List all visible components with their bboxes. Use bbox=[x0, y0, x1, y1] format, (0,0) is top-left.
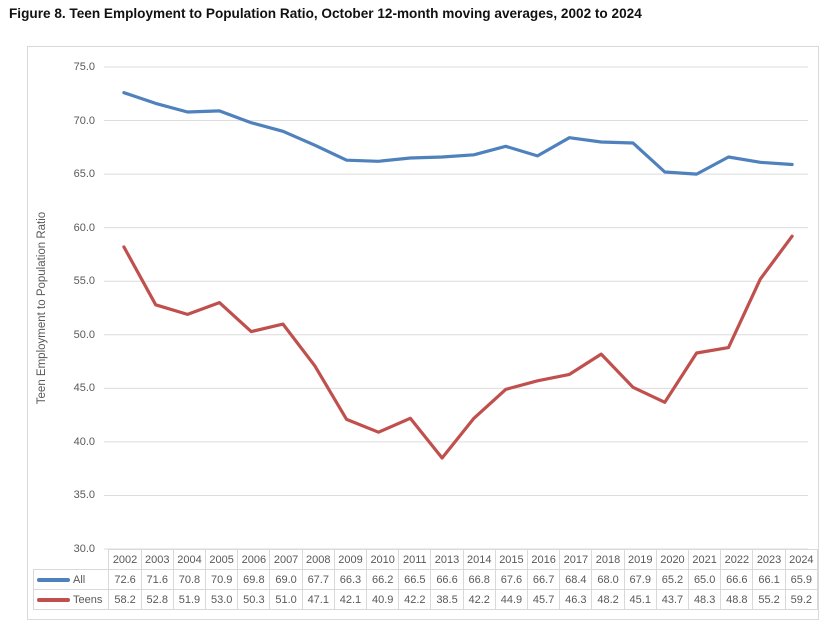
value-cell: 67.6 bbox=[494, 569, 529, 590]
year-header-cell: 2009 bbox=[333, 549, 368, 570]
legend-cell-all: All bbox=[32, 569, 110, 590]
year-header-cell: 2002 bbox=[108, 549, 142, 570]
y-tick-label: 75.0 bbox=[73, 61, 95, 73]
year-header-cell: 2004 bbox=[172, 549, 207, 570]
year-header-cell: 2023 bbox=[752, 549, 786, 570]
series-line-all bbox=[122, 91, 794, 176]
legend-label: All bbox=[73, 573, 86, 586]
year-header-cell: 2016 bbox=[527, 549, 561, 570]
y-tick-label: 40.0 bbox=[73, 435, 95, 448]
year-header-cell: 2014 bbox=[462, 549, 496, 570]
value-cell: 65.9 bbox=[784, 569, 819, 590]
value-cell: 43.7 bbox=[655, 589, 690, 610]
y-tick-label: 55.0 bbox=[73, 275, 95, 288]
value-cell: 71.6 bbox=[140, 569, 174, 590]
value-cell: 66.6 bbox=[430, 569, 464, 590]
value-cell: 67.9 bbox=[623, 569, 657, 590]
value-cell: 69.8 bbox=[237, 569, 271, 590]
year-header-cell: 2008 bbox=[301, 549, 335, 570]
value-cell: 66.6 bbox=[720, 569, 754, 590]
year-header-cell: 2018 bbox=[591, 549, 625, 570]
value-cell: 45.7 bbox=[527, 589, 561, 610]
figure-title: Figure 8. Teen Employment to Population … bbox=[9, 6, 642, 21]
legend-key: Teens bbox=[35, 591, 108, 609]
legend-cell-teens: Teens bbox=[32, 589, 110, 610]
value-cell: 48.2 bbox=[591, 589, 625, 610]
value-cell: 48.8 bbox=[720, 589, 754, 610]
value-cell: 42.2 bbox=[398, 589, 432, 610]
value-cell: 66.3 bbox=[333, 569, 368, 590]
legend-key: All bbox=[35, 571, 108, 589]
legend-label: Teens bbox=[73, 593, 103, 606]
table-header-row: 2002 2003 2004 2005 2006 2007 2008 2009 2010 2011… bbox=[34, 549, 819, 570]
y-tick-label: 60.0 bbox=[73, 221, 95, 234]
value-cell: 66.5 bbox=[398, 569, 432, 590]
value-cell: 70.8 bbox=[172, 569, 207, 590]
year-header-cell: 2011 bbox=[398, 549, 432, 570]
y-tick-label: 35.0 bbox=[73, 489, 95, 502]
value-cell: 46.3 bbox=[559, 589, 593, 610]
year-header-cell: 2010 bbox=[366, 549, 400, 570]
value-cell: 52.8 bbox=[140, 589, 174, 610]
y-tick-label: 50.0 bbox=[73, 328, 95, 341]
value-cell: 72.6 bbox=[108, 569, 142, 590]
value-cell: 68.4 bbox=[559, 569, 593, 590]
value-cell: 66.2 bbox=[366, 569, 400, 590]
value-cell: 66.1 bbox=[752, 569, 786, 590]
year-header-cell: 2015 bbox=[494, 549, 529, 570]
value-cell: 53.0 bbox=[205, 589, 239, 610]
value-cell: 55.2 bbox=[752, 589, 786, 610]
plot-area bbox=[104, 66, 808, 550]
value-cell: 40.9 bbox=[366, 589, 400, 610]
value-cell: 45.1 bbox=[623, 589, 657, 610]
value-cell: 70.9 bbox=[205, 569, 239, 590]
table-row-all: All 72.6 71.6 70.8 70.9 69.8 69.0 67.7 66.3 66.2 6… bbox=[32, 569, 819, 590]
value-cell: 38.5 bbox=[430, 589, 464, 610]
value-cell: 47.1 bbox=[301, 589, 335, 610]
data-table: 2002 2003 2004 2005 2006 2007 2008 2009 2010 2011… bbox=[32, 549, 819, 610]
value-cell: 66.7 bbox=[527, 569, 561, 590]
value-cell: 65.2 bbox=[655, 569, 690, 590]
year-header-cell: 2019 bbox=[623, 549, 657, 570]
y-tick-label: 45.0 bbox=[73, 382, 95, 395]
y-axis-title: Teen Employment to Population Ratio bbox=[36, 211, 48, 405]
value-cell: 51.0 bbox=[269, 589, 303, 610]
teens-series-line-icon bbox=[37, 597, 70, 602]
value-cell: 48.3 bbox=[688, 589, 722, 610]
year-header-cell: 2005 bbox=[205, 549, 239, 570]
chart-frame: Teen Employment to Population Ratio 75.0… bbox=[27, 46, 819, 620]
value-cell: 42.1 bbox=[333, 589, 368, 610]
value-cell: 68.0 bbox=[591, 569, 625, 590]
value-cell: 59.2 bbox=[784, 589, 819, 610]
year-header-cell: 2022 bbox=[720, 549, 754, 570]
value-cell: 65.0 bbox=[688, 569, 722, 590]
value-cell: 51.9 bbox=[172, 589, 207, 610]
value-cell: 69.0 bbox=[269, 569, 303, 590]
year-header-cell: 2021 bbox=[688, 549, 722, 570]
value-cell: 67.7 bbox=[301, 569, 335, 590]
series-line-teens bbox=[122, 234, 794, 460]
value-cell: 44.9 bbox=[494, 589, 529, 610]
year-header-cell: 2007 bbox=[269, 549, 303, 570]
y-tick-label: 30.0 bbox=[73, 543, 95, 555]
table-corner-spacer bbox=[34, 550, 109, 570]
year-header-cell: 2006 bbox=[237, 549, 271, 570]
value-cell: 66.8 bbox=[462, 569, 496, 590]
year-header-cell: 2003 bbox=[140, 549, 174, 570]
value-cell: 58.2 bbox=[108, 589, 142, 610]
year-header-cell: 2024 bbox=[784, 549, 819, 570]
value-cell: 50.3 bbox=[237, 589, 271, 610]
table-row-teens: Teens 58.2 52.8 51.9 53.0 50.3 51.0 47.1 42.1 40.… bbox=[32, 589, 819, 610]
y-tick-label: 70.0 bbox=[73, 114, 95, 127]
year-header-cell: 2020 bbox=[655, 549, 690, 570]
all-series-line-icon bbox=[37, 577, 70, 582]
year-header-cell: 2017 bbox=[559, 549, 593, 570]
value-cell: 42.2 bbox=[462, 589, 496, 610]
y-tick-label: 65.0 bbox=[73, 168, 95, 181]
year-header-cell: 2013 bbox=[430, 549, 464, 570]
